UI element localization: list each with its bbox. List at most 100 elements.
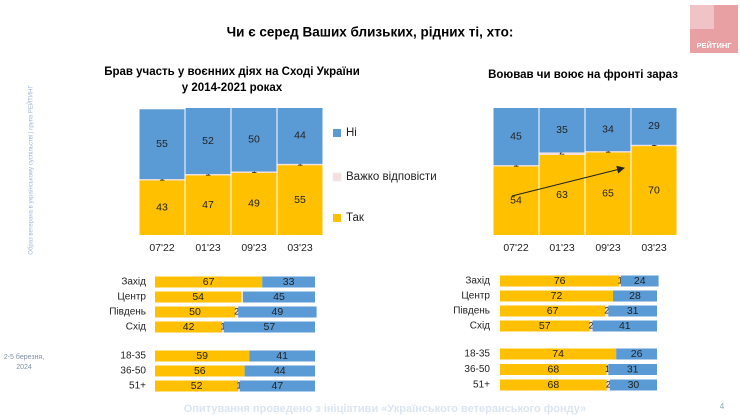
- y-tick-label: 51+: [129, 381, 146, 392]
- legend-swatch: [333, 129, 341, 137]
- value-label: 70: [648, 184, 660, 196]
- value-label: 43: [156, 201, 168, 213]
- x-tick-label: 03'23: [641, 242, 667, 254]
- value-label: 59: [196, 350, 208, 362]
- y-tick-label: Південь: [453, 306, 490, 317]
- value-label: 52: [202, 135, 214, 147]
- bar-segment: [500, 364, 607, 375]
- x-tick-label: 07'22: [149, 242, 175, 254]
- bar-segment: [592, 320, 657, 332]
- value-label: 55: [156, 138, 168, 150]
- legend-swatch: [332, 172, 342, 182]
- value-label: 1: [618, 275, 623, 285]
- value-label: 68: [548, 363, 560, 375]
- x-tick-label: 03'23: [287, 242, 313, 254]
- value-label: 44: [274, 365, 286, 377]
- bar-segment: [239, 380, 315, 392]
- y-tick-label: Центр: [461, 291, 490, 302]
- value-label: 74: [552, 348, 564, 360]
- value-label: 52: [191, 380, 203, 392]
- legend-label: Так: [346, 212, 365, 224]
- value-label: 1: [605, 364, 610, 374]
- bar-segment: [631, 144, 677, 147]
- value-label: 50: [248, 134, 260, 146]
- bar-segment: [155, 321, 223, 333]
- y-tick-label: 18-35: [464, 349, 490, 360]
- y-tick-label: Захід: [465, 276, 490, 287]
- x-tick-label: 01'23: [549, 242, 575, 254]
- bar-segment: [155, 350, 250, 362]
- bar-segment: [139, 179, 185, 181]
- bar-segment: [585, 108, 631, 152]
- bar-segment: [155, 291, 242, 303]
- value-label: 30: [628, 379, 640, 391]
- y-tick-label: Південь: [109, 307, 146, 318]
- bar-segment: [500, 379, 607, 391]
- value-label: 29: [648, 120, 660, 132]
- bar-segment: [631, 108, 677, 145]
- bar-segment: [244, 365, 315, 377]
- value-label: 47: [202, 199, 214, 211]
- value-label: 33: [283, 276, 295, 288]
- bar-segment: [500, 290, 614, 302]
- y-tick-label: Центр: [117, 292, 146, 303]
- y-tick-label: 36-50: [120, 366, 146, 377]
- value-label: 57: [539, 320, 551, 332]
- value-label: 41: [619, 320, 631, 332]
- bar-segment: [616, 348, 657, 360]
- bar-segment: [238, 306, 317, 318]
- y-tick-label: 51+: [473, 380, 490, 391]
- bar-segment: [500, 305, 606, 317]
- value-label: 49: [248, 198, 260, 210]
- value-label: 45: [273, 291, 285, 303]
- value-label: 2: [589, 320, 594, 330]
- chart-title: Брав участь у воєнних діях на Сході Укра…: [104, 66, 360, 78]
- bar-segment: [493, 165, 539, 167]
- bar-segment: [539, 152, 585, 155]
- bar-segment: [585, 151, 631, 153]
- x-tick-label: 07'22: [503, 242, 529, 254]
- bar-segment: [606, 379, 610, 391]
- bar-segment: [231, 171, 277, 173]
- page-number: 4: [720, 402, 725, 411]
- x-tick-label: 09'23: [595, 242, 621, 254]
- bar-segment: [606, 364, 609, 375]
- value-label: 72: [551, 290, 563, 302]
- value-label: 2: [234, 306, 239, 316]
- bar-segment: [619, 275, 621, 287]
- value-label: 34: [602, 123, 614, 135]
- bar-segment: [608, 305, 657, 317]
- bar-segment: [185, 108, 231, 175]
- bar-segment: [238, 380, 240, 392]
- value-label: 65: [602, 188, 614, 200]
- value-label: 42: [183, 321, 195, 333]
- slide-title: Чи є серед Ваших близьких, рідних ті, хт…: [227, 25, 514, 40]
- value-label: 47: [272, 380, 284, 392]
- value-label: 63: [556, 189, 568, 201]
- value-label: 2: [606, 379, 611, 389]
- legend-swatch: [333, 214, 341, 222]
- bar-segment: [493, 166, 539, 235]
- bar-segment: [243, 291, 315, 303]
- y-tick-label: 36-50: [464, 364, 490, 375]
- value-label: 54: [192, 291, 204, 303]
- bar-segment: [539, 154, 585, 235]
- bar-segment: [609, 379, 657, 391]
- x-tick-label: 01'23: [195, 242, 221, 254]
- bar-segment: [262, 276, 315, 288]
- bar-segment: [277, 163, 323, 166]
- bar-segment: [277, 108, 323, 164]
- legend-label: Ні: [346, 127, 357, 139]
- bar-segment: [155, 380, 239, 392]
- value-label: 35: [556, 124, 568, 136]
- bar-segment: [539, 108, 585, 153]
- bar-segment: [185, 175, 231, 235]
- value-label: 68: [548, 379, 560, 391]
- bar-segment: [589, 320, 593, 332]
- bar-segment: [493, 108, 539, 166]
- side-text: Образ ветерана в українському суспільств…: [27, 85, 35, 255]
- bar-segment: [500, 320, 590, 332]
- legend-label: Важко відповісти: [346, 171, 437, 183]
